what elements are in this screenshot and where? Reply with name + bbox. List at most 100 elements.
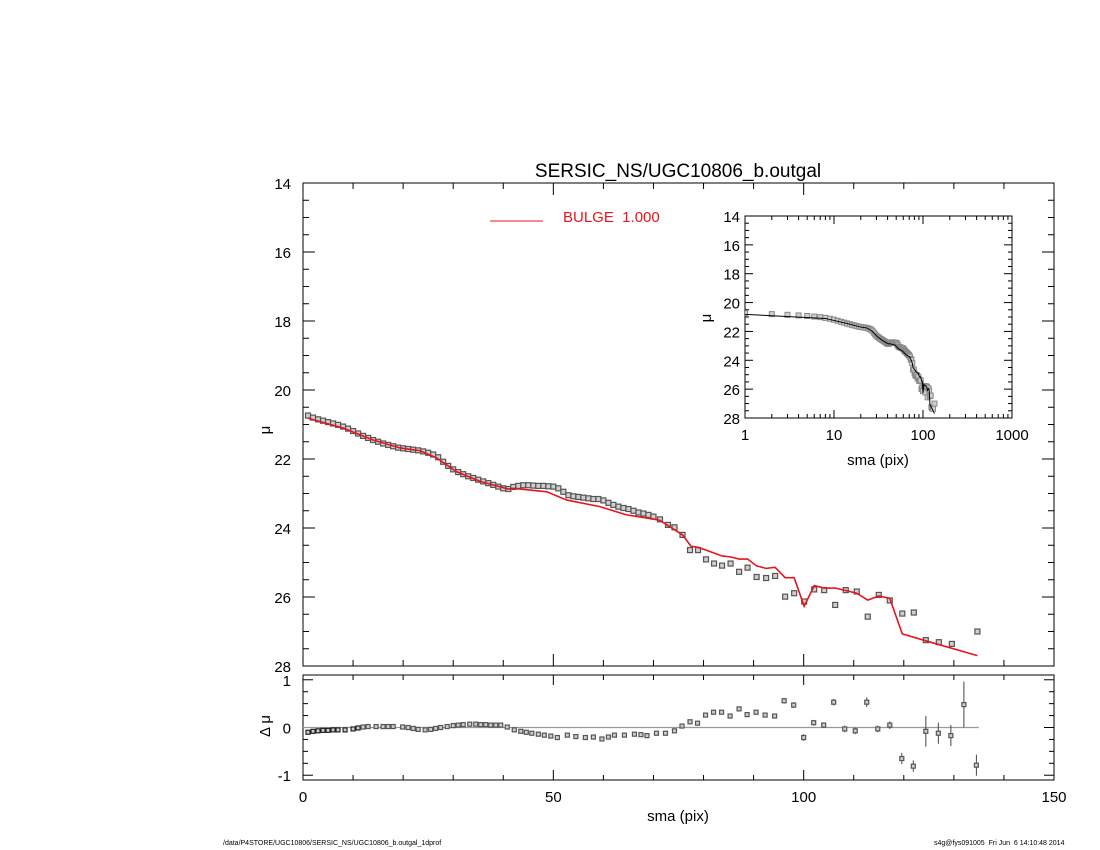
residual-point [671,728,678,734]
residual-point [541,732,547,738]
main-data-layer [304,412,981,657]
residual-point [360,724,366,730]
residual-point [478,722,484,728]
data-point [645,511,652,518]
inset-x-tick-label: 1 [741,427,749,444]
data-point [710,560,718,567]
inset-y-tick-label: 24 [723,353,740,370]
data-point [595,495,602,503]
residual-point [400,724,406,730]
residual-point [762,712,768,718]
residual-point [433,725,439,732]
residual-point [428,726,434,733]
main-panel: 14 16 18 20 22 24 26 28 [274,176,1055,676]
data-point [899,610,906,617]
residual-point [631,731,638,737]
residual-point [535,731,541,737]
residual-point [791,702,797,708]
data-point [744,564,751,571]
data-point [565,492,572,499]
residual-point [438,724,444,731]
residual-point [373,723,379,730]
residual-point [315,728,321,734]
main-y-tick-label: 14 [274,176,291,193]
data-point [545,483,552,490]
inset-y-tick-label: 14 [723,209,740,226]
data-point [974,628,981,635]
inset-data-point [811,313,818,320]
residual-point [483,722,489,728]
data-point [735,568,743,575]
data-point [791,590,798,597]
residual-point [864,699,870,705]
residual-point [727,713,733,719]
residual-point [342,727,348,733]
data-point [525,482,532,489]
data-point [570,493,577,500]
residual-point [687,719,693,725]
data-point [948,640,955,648]
main-y-tick-label: 24 [274,521,291,538]
residual-point [679,723,685,729]
inset-data-layer [745,310,938,414]
inset-data-point [931,400,938,407]
residual-y-tick-label: -1 [278,768,291,785]
data-point [875,591,882,599]
data-point [580,494,587,501]
data-point [772,572,779,580]
data-point [640,510,647,517]
inset-y-axis-label: μ [698,314,715,323]
inset-data-point [927,392,934,399]
data-point [910,609,917,616]
data-point [304,412,312,419]
residual-point [910,763,916,769]
residual-point [702,712,709,718]
data-point [540,482,547,490]
residual-point [460,722,466,728]
residual-point [621,732,628,738]
main-y-tick-label: 26 [274,590,291,607]
data-point [727,560,734,567]
x-tick-label: 50 [545,789,562,806]
inset-y-tick-label: 18 [723,267,740,284]
residual-point [548,733,554,739]
residual-point [529,730,535,736]
residual-point [973,762,979,768]
inset-data-point [768,311,775,318]
residual-y-axis-label: Δ μ [257,715,274,737]
data-point [590,495,597,503]
inset-y-tick-label: 20 [723,296,740,313]
residual-point [961,701,967,708]
residual-point [511,727,517,733]
residual-y-tick-label: 1 [283,673,291,690]
x-axis-label: sma (pix) [647,808,709,825]
residual-point [923,728,929,734]
residual-point [852,728,858,734]
residual-point [831,699,837,705]
model-line-bulge [307,417,978,657]
residual-point [736,706,742,712]
data-point [620,504,627,512]
data-point [550,483,557,490]
data-point [782,593,789,600]
data-point [610,501,617,508]
inset-data-point [795,312,802,319]
residual-point [320,727,326,733]
residual-point [644,733,650,739]
residual-point [554,734,560,741]
inset-model-line [745,313,935,414]
residual-point [498,722,504,728]
residual-point [582,734,588,741]
main-y-tick-label: 22 [274,452,291,469]
residual-point [390,723,396,730]
residual-point [504,724,510,730]
inset-x-tick-label: 100 [910,427,935,444]
data-point [520,482,527,489]
inset-data-point [784,311,791,318]
residual-point [415,726,421,733]
residual-panel: 1 0 -1 0 50 100 150 [278,673,1067,806]
residual-point [305,729,311,735]
data-point [753,573,760,581]
residual-point [638,732,644,738]
x-tick-label: 150 [1041,789,1066,806]
